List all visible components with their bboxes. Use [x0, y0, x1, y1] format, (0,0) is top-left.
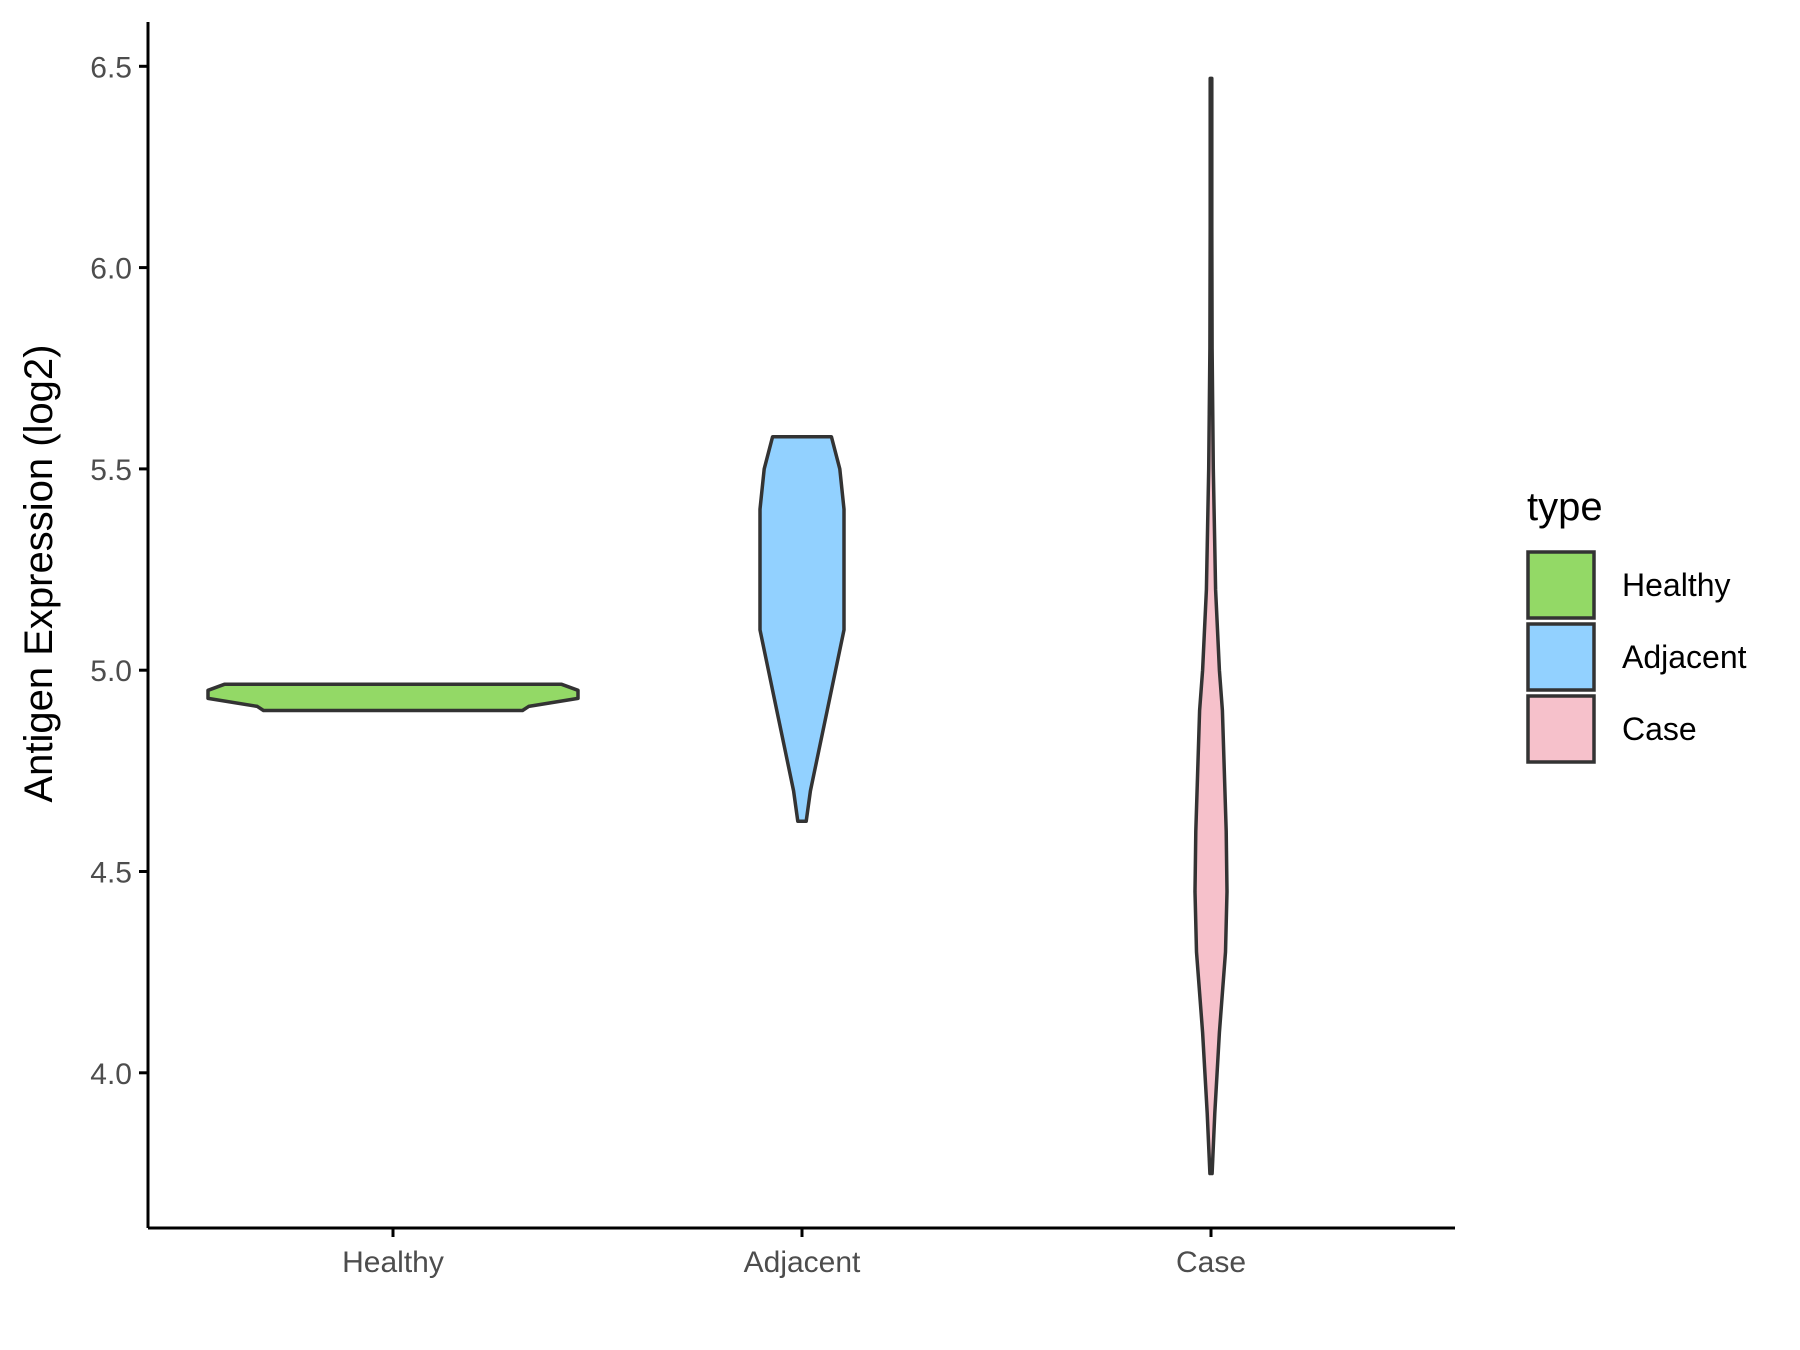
violin-case — [1193, 76, 1229, 1176]
legend-swatch-adjacent — [1526, 622, 1596, 692]
y-tick-label: 4.0 — [90, 1058, 132, 1091]
violin-healthy — [206, 682, 580, 713]
legend-swatch-case — [1526, 694, 1596, 764]
legend-swatch-healthy — [1526, 550, 1596, 620]
legend-items: Healthy Adjacent Case — [1526, 550, 1747, 764]
legend-label: Healthy — [1622, 567, 1731, 603]
legend-label: Adjacent — [1622, 639, 1747, 675]
x-ticks: Healthy Adjacent Case — [342, 1228, 1246, 1279]
violin-adjacent — [758, 434, 846, 823]
y-tick-label: 4.5 — [90, 857, 132, 890]
legend-title: type — [1527, 485, 1603, 529]
x-tick-label: Healthy — [342, 1246, 444, 1279]
x-tick-label: Case — [1176, 1246, 1246, 1279]
legend-label: Case — [1622, 711, 1697, 747]
legend: type Healthy Adjacent Case — [1526, 485, 1747, 764]
y-tick-label: 6.5 — [90, 51, 132, 84]
y-axis-title: Antigen Expression (log2) — [17, 345, 61, 803]
y-tick-label: 6.0 — [90, 253, 132, 286]
y-tick-label: 5.0 — [90, 655, 132, 688]
y-tick-label: 5.5 — [90, 454, 132, 487]
violins — [206, 76, 1229, 1176]
y-ticks: 4.0 4.5 5.0 5.5 6.0 6.5 — [90, 51, 148, 1091]
x-tick-label: Adjacent — [744, 1246, 861, 1279]
